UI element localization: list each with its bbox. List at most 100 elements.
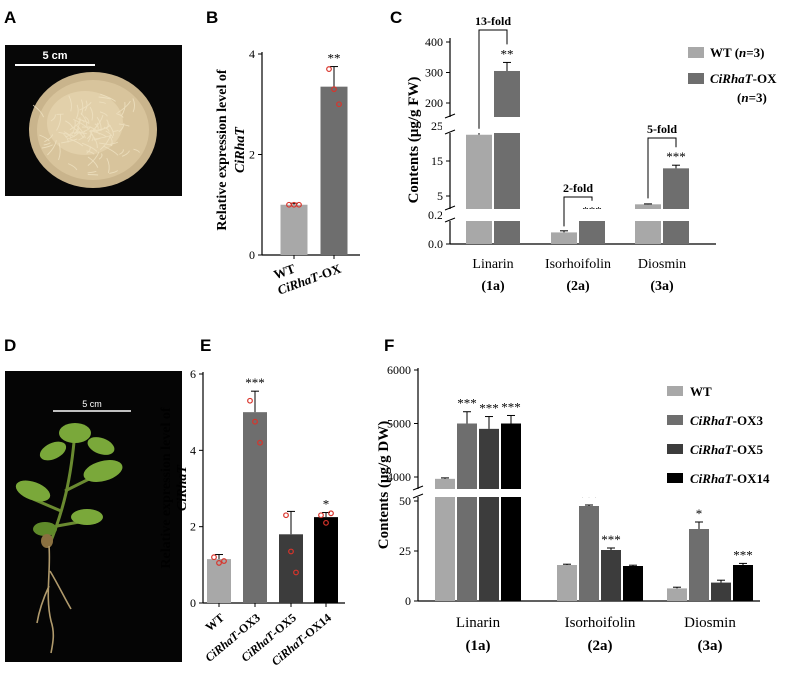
root-strand — [118, 123, 130, 127]
f-bar — [711, 582, 731, 601]
root-strand — [117, 100, 131, 114]
root-strand — [61, 138, 78, 144]
f-legend-label: CiRhaT-OX3 — [690, 413, 763, 428]
c-break-mark — [444, 205, 456, 211]
c-x-tick-id: (1a) — [481, 279, 505, 294]
c-y-tick-label: 5 — [437, 189, 443, 203]
root-strand — [65, 120, 74, 129]
f-y-axis-title: Contents (μg/g DW) — [376, 421, 392, 550]
root-strand — [68, 163, 78, 171]
root-strand — [112, 129, 119, 133]
e-data-point — [221, 558, 227, 564]
f-y-tick-label: 5000 — [387, 417, 411, 431]
c-significance: *** — [666, 149, 686, 164]
panel-letter-d: D — [4, 336, 17, 355]
c-break-mark — [444, 129, 456, 135]
c-legend-swatch-wt — [688, 47, 704, 58]
root-strand — [96, 116, 102, 132]
panel-letter-b: B — [206, 8, 219, 27]
b-data-point — [336, 101, 342, 108]
f-legend-swatch — [667, 386, 683, 396]
f-bar — [667, 588, 687, 601]
e-bar — [279, 534, 303, 603]
e-data-point — [252, 418, 258, 425]
b-x-tick-label: WT — [272, 261, 298, 283]
root-strand — [98, 153, 103, 160]
root-strand — [121, 150, 130, 157]
root-strand — [87, 170, 97, 174]
root-strand — [71, 132, 87, 134]
e-bar — [207, 559, 231, 603]
root-strand — [109, 141, 119, 145]
f-legend-swatch — [667, 473, 683, 483]
e-data-point — [283, 512, 289, 519]
root-strand — [91, 134, 98, 149]
f-x-tick-label: Isorhoifolin — [565, 615, 636, 631]
root-strand — [74, 117, 81, 135]
root-strand — [79, 102, 92, 111]
root-strand — [75, 131, 86, 134]
c-legend-swatch-ox — [688, 73, 704, 84]
root-strand — [100, 93, 116, 102]
b-bar — [280, 204, 308, 255]
root-strand — [68, 137, 84, 147]
c-bar — [579, 220, 605, 244]
c-y-tick-label: 200 — [425, 96, 443, 110]
f-legend-label: WT — [690, 384, 712, 399]
root-strand — [43, 142, 51, 146]
panel-letter-e: E — [200, 336, 212, 355]
e-data-point — [318, 512, 324, 519]
b-data-point — [326, 66, 332, 72]
root-strand — [89, 106, 94, 121]
c-fold-label: 2-fold — [563, 181, 593, 195]
plant-node — [41, 534, 53, 548]
c-y-axis-title: Contents (μg/g FW) — [406, 77, 422, 204]
root-strand — [106, 119, 109, 129]
root-strand — [80, 112, 88, 127]
root-strand — [77, 118, 85, 123]
f-legend-label: CiRhaT-OX5 — [690, 442, 763, 457]
c-legend-label-ox-n: (n=3) — [737, 90, 767, 105]
e-data-point — [328, 510, 334, 517]
root-strand — [47, 140, 57, 156]
root-strand — [105, 130, 114, 139]
f-bar — [457, 423, 477, 601]
f-bar — [435, 478, 455, 601]
root-strand — [69, 130, 81, 139]
f-break-mark — [412, 485, 424, 491]
f-x-tick-label: Linarin — [456, 615, 501, 631]
b-significance: ** — [328, 51, 341, 66]
f-bar — [733, 565, 753, 601]
e-data-point — [216, 560, 222, 566]
root-strand — [103, 145, 119, 156]
b-data-point — [296, 201, 302, 208]
root-strand — [132, 98, 135, 113]
c-fold-bracket — [647, 137, 677, 199]
c-y-tick-label: 0.0 — [428, 237, 443, 251]
e-data-point — [211, 554, 217, 561]
e-data-point — [293, 569, 299, 576]
b-y-axis-title: Relative expression level of — [215, 69, 230, 230]
root-strand — [89, 126, 98, 133]
f-bar — [501, 423, 521, 601]
f-y-tick-label: 50 — [399, 494, 411, 508]
e-significance: *** — [245, 375, 265, 390]
c-fold-bracket — [478, 29, 508, 129]
root-strand — [119, 149, 124, 155]
c-legend-label-ox: CiRhaT-OX — [710, 71, 777, 86]
root-scale-label: 5 cm — [42, 50, 67, 62]
e-y-tick-label: 6 — [190, 367, 196, 381]
f-x-tick-id: (3a) — [698, 638, 723, 654]
f-break-mark — [412, 493, 424, 499]
c-break-mark — [444, 113, 456, 119]
root-strand — [39, 134, 50, 142]
e-significance: * — [323, 497, 330, 512]
root-photo: 5 cm — [5, 45, 182, 196]
f-legend-label: CiRhaT-OX14 — [690, 471, 770, 486]
f-bar — [579, 506, 599, 601]
f-x-tick-label: Diosmin — [684, 615, 736, 631]
e-data-point — [257, 439, 263, 446]
b-data-point — [331, 86, 337, 93]
root-strand — [118, 123, 125, 133]
e-y-tick-label: 4 — [190, 443, 196, 457]
